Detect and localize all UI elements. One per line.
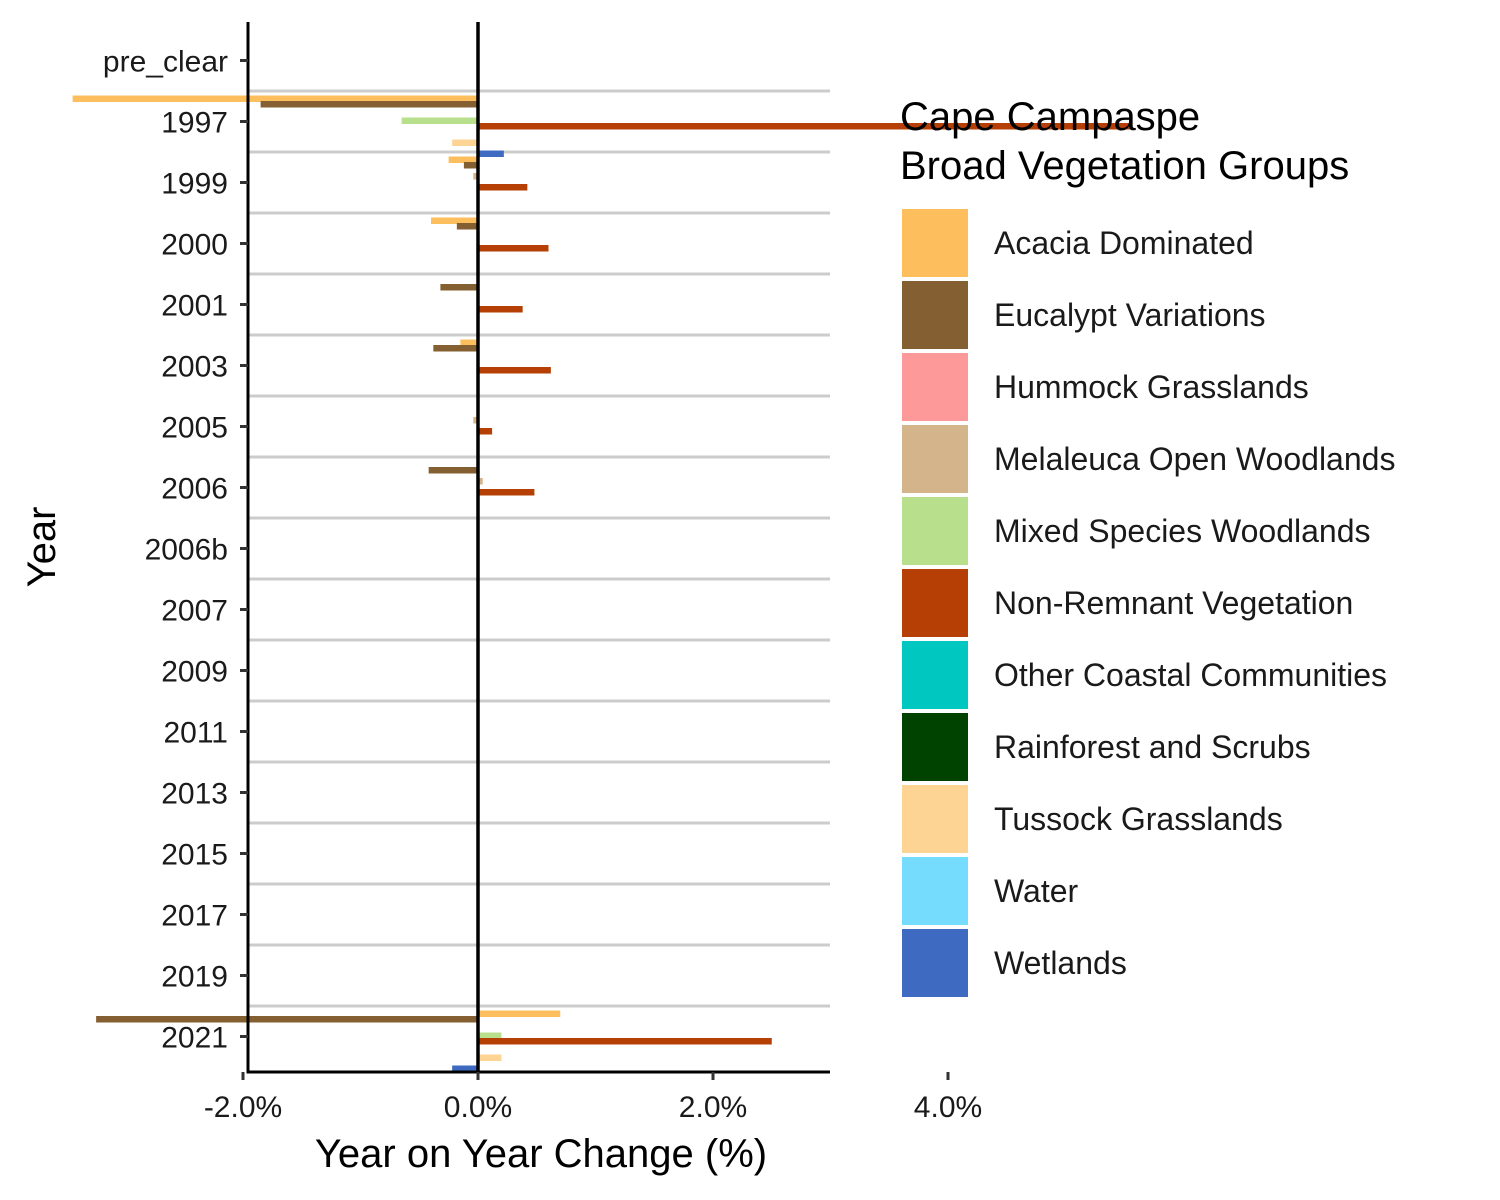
legend-key <box>900 351 970 423</box>
bar <box>478 489 535 496</box>
legend-label: Acacia Dominated <box>994 225 1254 261</box>
bar <box>460 339 478 346</box>
y-tick-label: 2015 <box>161 839 228 872</box>
y-tick-label: 2001 <box>161 290 228 323</box>
y-axis-title: Year <box>20 507 64 588</box>
bar <box>478 428 493 435</box>
legend-key <box>900 711 970 783</box>
bar <box>478 245 549 252</box>
bar <box>478 478 483 485</box>
bar <box>96 1016 478 1023</box>
bar <box>260 101 478 108</box>
legend-label: Non-Remnant Vegetation <box>994 585 1353 621</box>
bar <box>433 345 478 352</box>
bar <box>478 1038 772 1045</box>
legend: Cape Campaspe Broad Vegetation Groups Ac… <box>900 95 1395 999</box>
y-tick-label: 2007 <box>161 595 228 628</box>
legend-key <box>900 423 970 495</box>
bar <box>448 156 478 163</box>
bar <box>478 367 551 374</box>
legend-label: Wetlands <box>994 945 1127 981</box>
bar <box>452 1065 478 1072</box>
bar <box>431 217 478 224</box>
legend-key <box>900 855 970 927</box>
bar <box>478 1054 502 1061</box>
y-tick-label: 2005 <box>161 412 228 445</box>
legend-label: Rainforest and Scrubs <box>994 729 1311 765</box>
legend-title-line-1: Cape Campaspe <box>900 95 1200 139</box>
bar <box>478 123 1131 130</box>
x-axis-title: Year on Year Change (%) <box>315 1132 767 1176</box>
bar <box>478 1010 561 1017</box>
x-axis-ticks: -2.0% 0.0% 2.0% 4.0% <box>204 1072 982 1124</box>
legend-label: Hummock Grasslands <box>994 369 1309 405</box>
legend-key <box>900 207 970 279</box>
legend-items: Acacia Dominated Eucalypt Variations Hummo… <box>900 207 1395 999</box>
y-tick-label: 2006 <box>161 473 228 506</box>
bar <box>478 1032 502 1039</box>
legend-label: Mixed Species Woodlands <box>994 513 1371 549</box>
x-tick-label: 2.0% <box>679 1091 747 1124</box>
bar <box>463 162 478 169</box>
bar <box>440 284 478 291</box>
bar <box>478 306 523 313</box>
y-tick-label: 1997 <box>161 107 228 140</box>
y-tick-label: 2021 <box>161 1022 228 1055</box>
bar <box>478 150 504 157</box>
legend-title-line-2: Broad Vegetation Groups <box>900 144 1349 188</box>
x-tick-label: 0.0% <box>444 1091 512 1124</box>
y-tick-label: 2017 <box>161 900 228 933</box>
legend-label: Eucalypt Variations <box>994 297 1266 333</box>
bar <box>456 223 478 230</box>
legend-key <box>900 639 970 711</box>
legend-label: Other Coastal Communities <box>994 657 1387 693</box>
legend-label: Tussock Grasslands <box>994 801 1283 837</box>
y-tick-label: 2000 <box>161 229 228 262</box>
y-tick-label: 2013 <box>161 778 228 811</box>
legend-label: Water <box>994 873 1079 909</box>
bar <box>401 117 478 124</box>
legend-key <box>900 567 970 639</box>
y-tick-label: 2006b <box>145 534 228 567</box>
category-separators <box>248 89 830 1008</box>
x-tick-label: 4.0% <box>914 1091 982 1124</box>
bars <box>72 95 1131 1072</box>
legend-label: Melaleuca Open Woodlands <box>994 441 1395 477</box>
bar <box>452 139 478 146</box>
legend-key <box>900 279 970 351</box>
y-tick-label: 2009 <box>161 656 228 689</box>
y-tick-label: 1999 <box>161 168 228 201</box>
bar <box>428 467 478 474</box>
legend-key <box>900 927 970 999</box>
y-tick-label: 2003 <box>161 351 228 384</box>
x-tick-label: -2.0% <box>204 1091 282 1124</box>
y-tick-label: 2019 <box>161 961 228 994</box>
legend-key <box>900 783 970 855</box>
legend-key <box>900 495 970 567</box>
bar <box>473 173 478 180</box>
y-tick-label: 2011 <box>163 717 228 750</box>
bar <box>473 417 478 424</box>
y-tick-label: pre_clear <box>103 46 228 79</box>
y-axis-ticks: pre_clear 1997 1999 2000 2001 2003 2005 2006 200… <box>103 46 248 1055</box>
bar <box>478 184 528 191</box>
bar <box>72 95 478 102</box>
